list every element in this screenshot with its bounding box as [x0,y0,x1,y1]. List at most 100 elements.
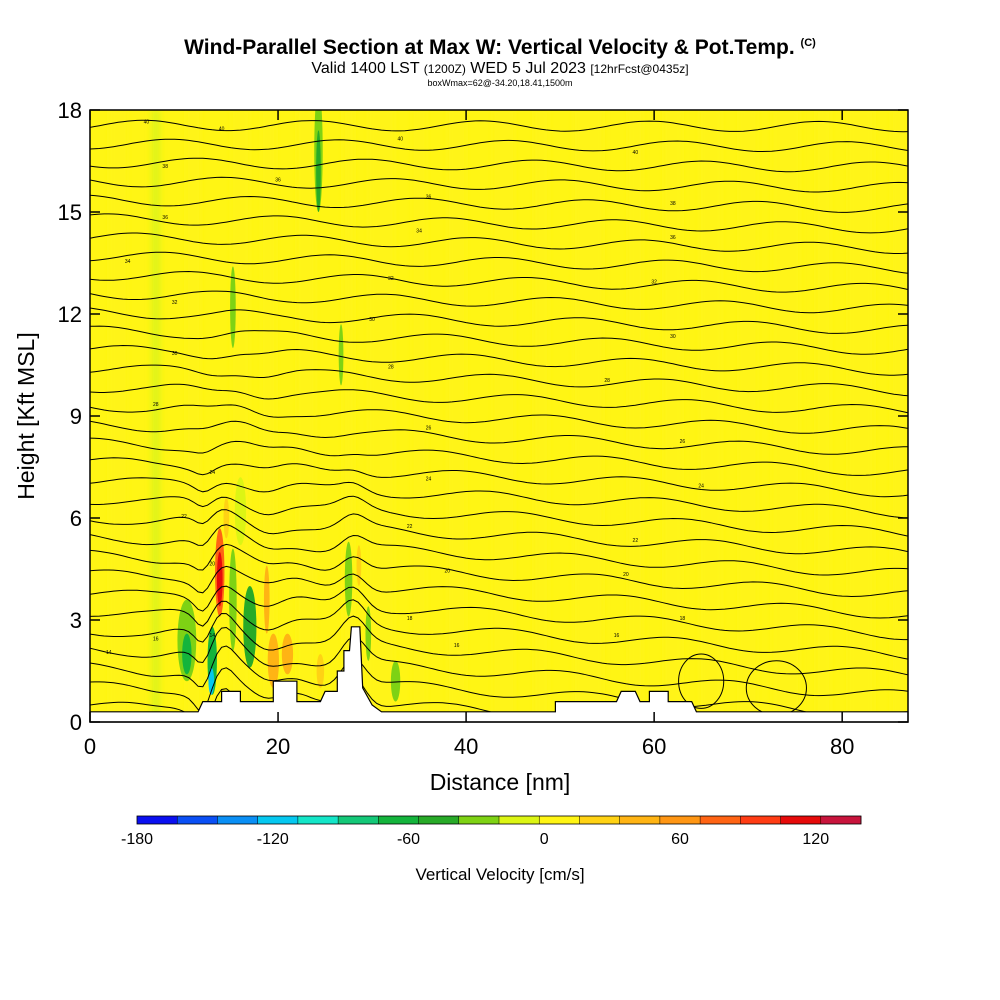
field-stripe [151,110,161,722]
theta-contour-label: 28 [153,402,159,408]
theta-contour-label: 36 [426,194,432,200]
field-cell [230,266,236,349]
theta-contour-label: 32 [388,276,394,282]
theta-contour [90,119,908,133]
theta-contour [90,626,908,697]
theta-contour [90,437,908,476]
field-cell [223,497,230,539]
x-tick-label: 60 [642,734,666,759]
theta-contour [90,524,908,576]
theta-contour [90,404,908,434]
theta-contour-label: 38 [670,201,676,207]
y-tick-label: 12 [58,302,82,327]
theta-closed-contour [678,653,725,709]
theta-contour-label: 24 [209,470,215,476]
theta-contour-label: 30 [172,351,178,357]
theta-contour [90,194,908,213]
theta-contour-label: 14 [209,633,215,639]
x-tick-label: 80 [830,734,854,759]
colorbar-tick-label: 60 [671,831,689,848]
chart-title: Wind-Parallel Section at Max W: Vertical… [0,36,1000,60]
theta-contour-label: 36 [162,215,168,221]
y-tick-label: 18 [58,98,82,123]
colorbar: -180 -120 -60 0 60 120 [121,815,862,848]
colorbar-swatch [177,816,218,824]
x-tick-label: 40 [454,734,478,759]
field-stripe [699,110,722,722]
colorbar-swatch [619,816,661,824]
theta-contour [90,325,908,355]
theta-contour [90,383,908,414]
field-stripe [108,110,128,722]
theta-contour [90,270,908,293]
theta-contour [90,585,908,641]
theta-contour [90,364,908,397]
colorbar-swatch [659,816,701,824]
theta-contour [90,477,908,519]
field-cell [229,548,237,651]
theta-contour [90,420,908,455]
colorbar-tick-label: 0 [540,831,549,848]
field-cell [316,654,325,688]
theta-contour-label: 36 [670,235,676,241]
field-cell [243,586,257,668]
theta-contour-label: 38 [162,164,168,170]
field-stripe [573,110,604,722]
subtitle-date: WED 5 Jul 2023 [470,60,586,77]
colorbar-swatch [338,816,379,824]
theta-contour-label: 40 [633,150,639,156]
theta-contour [90,509,908,555]
y-tick-label: 3 [70,608,82,633]
theta-contour [90,232,908,254]
field-cell [338,324,344,386]
subtitle-zulu: (1200Z) [423,62,466,76]
field-stripe [771,110,800,722]
theta-contour [90,457,908,498]
subtitle-forecast: [12hrFcst@0435z] [590,62,689,76]
colorbar-swatch [579,816,620,824]
theta-contour [90,688,377,722]
theta-contour-label: 40 [219,126,225,132]
theta-contour-label: 28 [388,364,394,370]
field-stripe [815,110,831,722]
colorbar-swatch [700,816,741,824]
colorbar-swatch [820,816,862,824]
theta-contour-label: 18 [680,616,686,622]
theta-contour-label: 22 [633,538,639,544]
chart-title-text: Wind-Parallel Section at Max W: Vertical… [184,36,795,59]
terrain [89,626,909,723]
theta-contour-label: 40 [144,120,150,126]
box-max-info: boxWmax=62@-34.20,18.41,1500m [427,78,573,88]
theta-contour-label: 40 [397,137,403,143]
field-stripe [533,110,549,722]
colorbar-swatch [458,816,500,824]
field-cell [267,633,279,688]
vertical-velocity-field [90,110,908,722]
field-stripe [492,110,515,722]
field-cell [316,130,321,212]
field-stripe [663,110,683,722]
colorbar-tick-label: -120 [257,831,289,848]
theta-contour-label: 32 [651,279,657,285]
potential-temperature-contours: 40 40 40 40 38 36 36 38 36 34 36 34 32 32 32 30 30 30 28 28… [90,119,908,722]
chart-subtitle: Valid 1400 LST (1200Z) WED 5 Jul 2023 [1… [0,60,1000,78]
theta-contour [90,157,908,173]
theta-contour-label: 16 [153,636,159,642]
colorbar-swatch [217,816,258,824]
colorbar-swatch [539,816,580,824]
theta-contour [90,645,908,718]
copyright-mark: (C) [800,37,816,49]
colorbar-label: Vertical Velocity [cm/s] [415,865,584,884]
theta-contour [90,344,908,376]
field-stripe [627,110,643,722]
colorbar-swatch [137,816,178,824]
theta-contour-label: 20 [623,572,629,578]
colorbar-swatch [257,816,299,824]
field-cell [182,633,192,675]
terrain-profile [89,626,909,723]
theta-contour-label: 30 [670,334,676,340]
y-tick-label: 6 [70,506,82,531]
colorbar-swatch [740,816,781,824]
theta-contour-label: 20 [209,562,215,568]
